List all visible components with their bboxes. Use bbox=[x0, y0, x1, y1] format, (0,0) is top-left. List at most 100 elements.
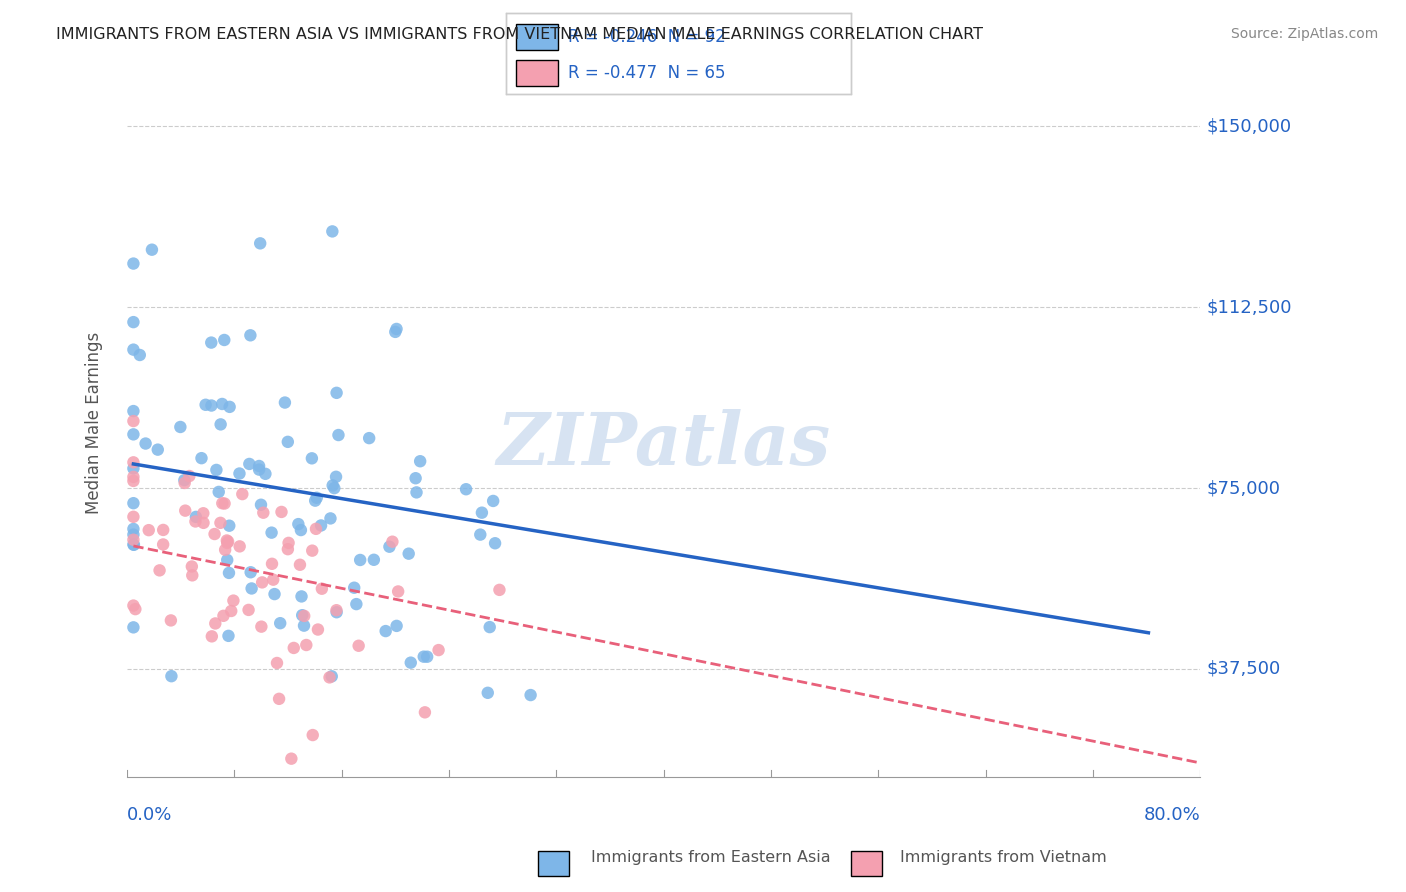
Text: R = -0.477  N = 65: R = -0.477 N = 65 bbox=[568, 64, 725, 82]
Point bbox=[262, 573, 284, 587]
Y-axis label: Median Male Earnings: Median Male Earnings bbox=[86, 332, 103, 514]
Point bbox=[200, 399, 222, 413]
Point bbox=[250, 575, 273, 590]
Point bbox=[122, 256, 145, 270]
Text: 80.0%: 80.0% bbox=[1143, 806, 1201, 824]
Point bbox=[208, 484, 231, 499]
Point bbox=[427, 643, 450, 657]
Point bbox=[204, 616, 226, 631]
Point bbox=[184, 515, 207, 529]
Point bbox=[349, 553, 371, 567]
Point bbox=[405, 485, 427, 500]
Point bbox=[247, 458, 270, 473]
Point bbox=[321, 669, 343, 683]
Point bbox=[287, 517, 309, 532]
Point bbox=[344, 597, 367, 611]
Point bbox=[305, 491, 328, 505]
Point bbox=[128, 348, 150, 362]
Point bbox=[122, 315, 145, 329]
FancyBboxPatch shape bbox=[516, 60, 558, 86]
Point bbox=[482, 494, 505, 508]
Point bbox=[270, 505, 292, 519]
Point bbox=[190, 451, 212, 466]
Point bbox=[179, 469, 201, 483]
FancyBboxPatch shape bbox=[516, 24, 558, 49]
Point bbox=[301, 728, 323, 742]
Point bbox=[201, 629, 224, 643]
Point bbox=[231, 487, 253, 501]
Point bbox=[122, 620, 145, 634]
Point bbox=[122, 496, 145, 510]
Point bbox=[292, 618, 315, 632]
Point bbox=[169, 420, 191, 434]
Point bbox=[214, 333, 236, 347]
Point bbox=[416, 649, 439, 664]
Point bbox=[277, 536, 299, 550]
Point bbox=[384, 325, 406, 339]
Point bbox=[122, 474, 145, 488]
Point bbox=[399, 656, 422, 670]
Text: Immigrants from Eastern Asia: Immigrants from Eastern Asia bbox=[591, 850, 830, 865]
Point bbox=[215, 533, 238, 548]
Point bbox=[122, 522, 145, 536]
Text: $112,500: $112,500 bbox=[1206, 298, 1292, 317]
Point bbox=[214, 542, 236, 557]
Point bbox=[398, 547, 420, 561]
Point bbox=[454, 482, 477, 496]
Point bbox=[307, 623, 329, 637]
Point bbox=[217, 534, 239, 549]
Point bbox=[381, 534, 404, 549]
Point bbox=[263, 587, 285, 601]
Point bbox=[228, 540, 250, 554]
Point bbox=[173, 473, 195, 487]
Point bbox=[193, 516, 215, 530]
Point bbox=[484, 536, 506, 550]
Point bbox=[409, 454, 432, 468]
Point bbox=[283, 640, 305, 655]
Point bbox=[254, 467, 277, 481]
Point bbox=[122, 461, 145, 475]
Point bbox=[309, 518, 332, 533]
Point bbox=[222, 593, 245, 607]
Point bbox=[122, 404, 145, 418]
Point bbox=[323, 481, 346, 495]
Point bbox=[478, 620, 501, 634]
Point bbox=[319, 511, 342, 525]
Point bbox=[122, 538, 145, 552]
Point bbox=[470, 527, 492, 541]
Point bbox=[412, 649, 434, 664]
Point bbox=[269, 616, 291, 631]
Point bbox=[173, 475, 195, 490]
Point bbox=[321, 224, 343, 238]
Text: ZIPatlas: ZIPatlas bbox=[496, 409, 831, 480]
Point bbox=[413, 706, 436, 720]
Point bbox=[405, 471, 427, 485]
Point bbox=[141, 243, 163, 257]
Point bbox=[193, 506, 215, 520]
Point bbox=[135, 436, 157, 450]
Point bbox=[260, 557, 283, 571]
Point bbox=[250, 498, 273, 512]
Text: $75,000: $75,000 bbox=[1206, 479, 1281, 497]
Point bbox=[477, 686, 499, 700]
Point bbox=[260, 525, 283, 540]
Point bbox=[347, 639, 370, 653]
Point bbox=[138, 523, 160, 537]
Point bbox=[277, 434, 299, 449]
Point bbox=[122, 533, 145, 547]
Point bbox=[217, 553, 239, 567]
Point bbox=[211, 496, 233, 510]
Point bbox=[488, 582, 510, 597]
Point bbox=[205, 463, 228, 477]
Point bbox=[122, 343, 145, 357]
Point bbox=[122, 455, 145, 469]
Point bbox=[238, 457, 260, 471]
Text: Source: ZipAtlas.com: Source: ZipAtlas.com bbox=[1230, 27, 1378, 41]
Point bbox=[160, 614, 183, 628]
Point bbox=[180, 559, 202, 574]
Point bbox=[122, 527, 145, 541]
Point bbox=[122, 427, 145, 442]
Point bbox=[209, 417, 232, 432]
Point bbox=[239, 566, 262, 580]
Point bbox=[363, 553, 385, 567]
